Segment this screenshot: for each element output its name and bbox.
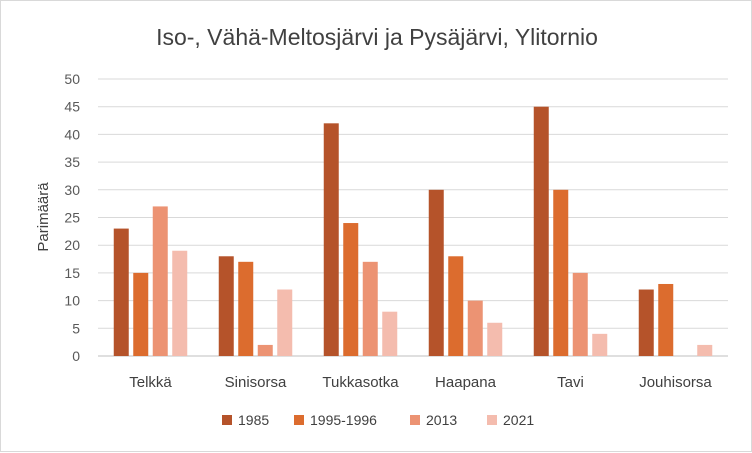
bar-1995-1996-Haapana [448,256,464,356]
x-category-label: Telkkä [129,374,172,391]
x-category-label: Haapana [435,374,497,391]
bar-2021-Sinisorsa [277,289,293,356]
bar-2021-Jouhisorsa [697,344,713,356]
x-category-label: Tavi [557,374,584,391]
legend-swatch [410,415,420,425]
y-tick-label: 5 [72,320,80,336]
bar-2013-Tukkasotka [362,261,378,356]
bar-1985-Jouhisorsa [638,289,654,356]
gridlines [98,78,728,357]
bar-1995-1996-Sinisorsa [238,261,254,356]
bars [113,106,713,356]
x-category-label: Tukkasotka [322,374,399,391]
legend-label: 2021 [503,412,534,428]
y-tick-label: 10 [64,293,80,309]
bar-2013-Sinisorsa [257,344,273,356]
bar-2013-Haapana [467,300,483,356]
y-tick-label: 45 [64,99,80,115]
y-tick-label: 15 [64,265,80,281]
y-tick-label: 25 [64,210,80,226]
bar-1995-1996-Telkkä [133,272,149,356]
chart-title: Iso-, Vähä-Meltosjärvi ja Pysäjärvi, Yli… [156,24,598,50]
bar-2021-Tavi [592,333,608,356]
legend-label: 1995-1996 [310,412,377,428]
legend-swatch [487,415,497,425]
bar-1985-Telkkä [113,228,129,356]
bar-2021-Haapana [487,322,503,356]
bar-1985-Tukkasotka [323,123,339,356]
y-tick-label: 0 [72,348,80,364]
y-tick-label: 20 [64,237,80,253]
y-tick-label: 35 [64,154,80,170]
x-category-label: Sinisorsa [225,374,287,391]
bar-2021-Telkkä [172,250,188,356]
y-tick-label: 30 [64,182,80,198]
y-tick-label: 40 [64,126,80,142]
bar-1995-1996-Jouhisorsa [658,283,674,356]
x-axis-categories: Telkkä Sinisorsa Tukkasotka Haapana Tavi Jouh… [129,374,712,391]
bar-1985-Tavi [533,106,549,356]
bar-2013-Telkkä [152,206,168,356]
y-axis-label: Parimäärä [35,182,52,252]
bar-1995-1996-Tukkasotka [343,223,359,356]
y-axis-ticks: 0 5 10 15 20 25 30 35 40 45 50 [64,71,80,364]
bar-2021-Tukkasotka [382,311,398,356]
legend: 1985 1995-1996 2013 2021 [222,412,534,428]
bar-1995-1996-Tavi [553,189,569,356]
bar-2013-Tavi [572,272,588,356]
legend-label: 1985 [238,412,269,428]
x-category-label: Jouhisorsa [639,374,712,391]
bar-1985-Haapana [428,189,444,356]
legend-swatch [294,415,304,425]
bar-1985-Sinisorsa [218,256,234,356]
legend-label: 2013 [426,412,457,428]
legend-swatch [222,415,232,425]
y-tick-label: 50 [64,71,80,87]
